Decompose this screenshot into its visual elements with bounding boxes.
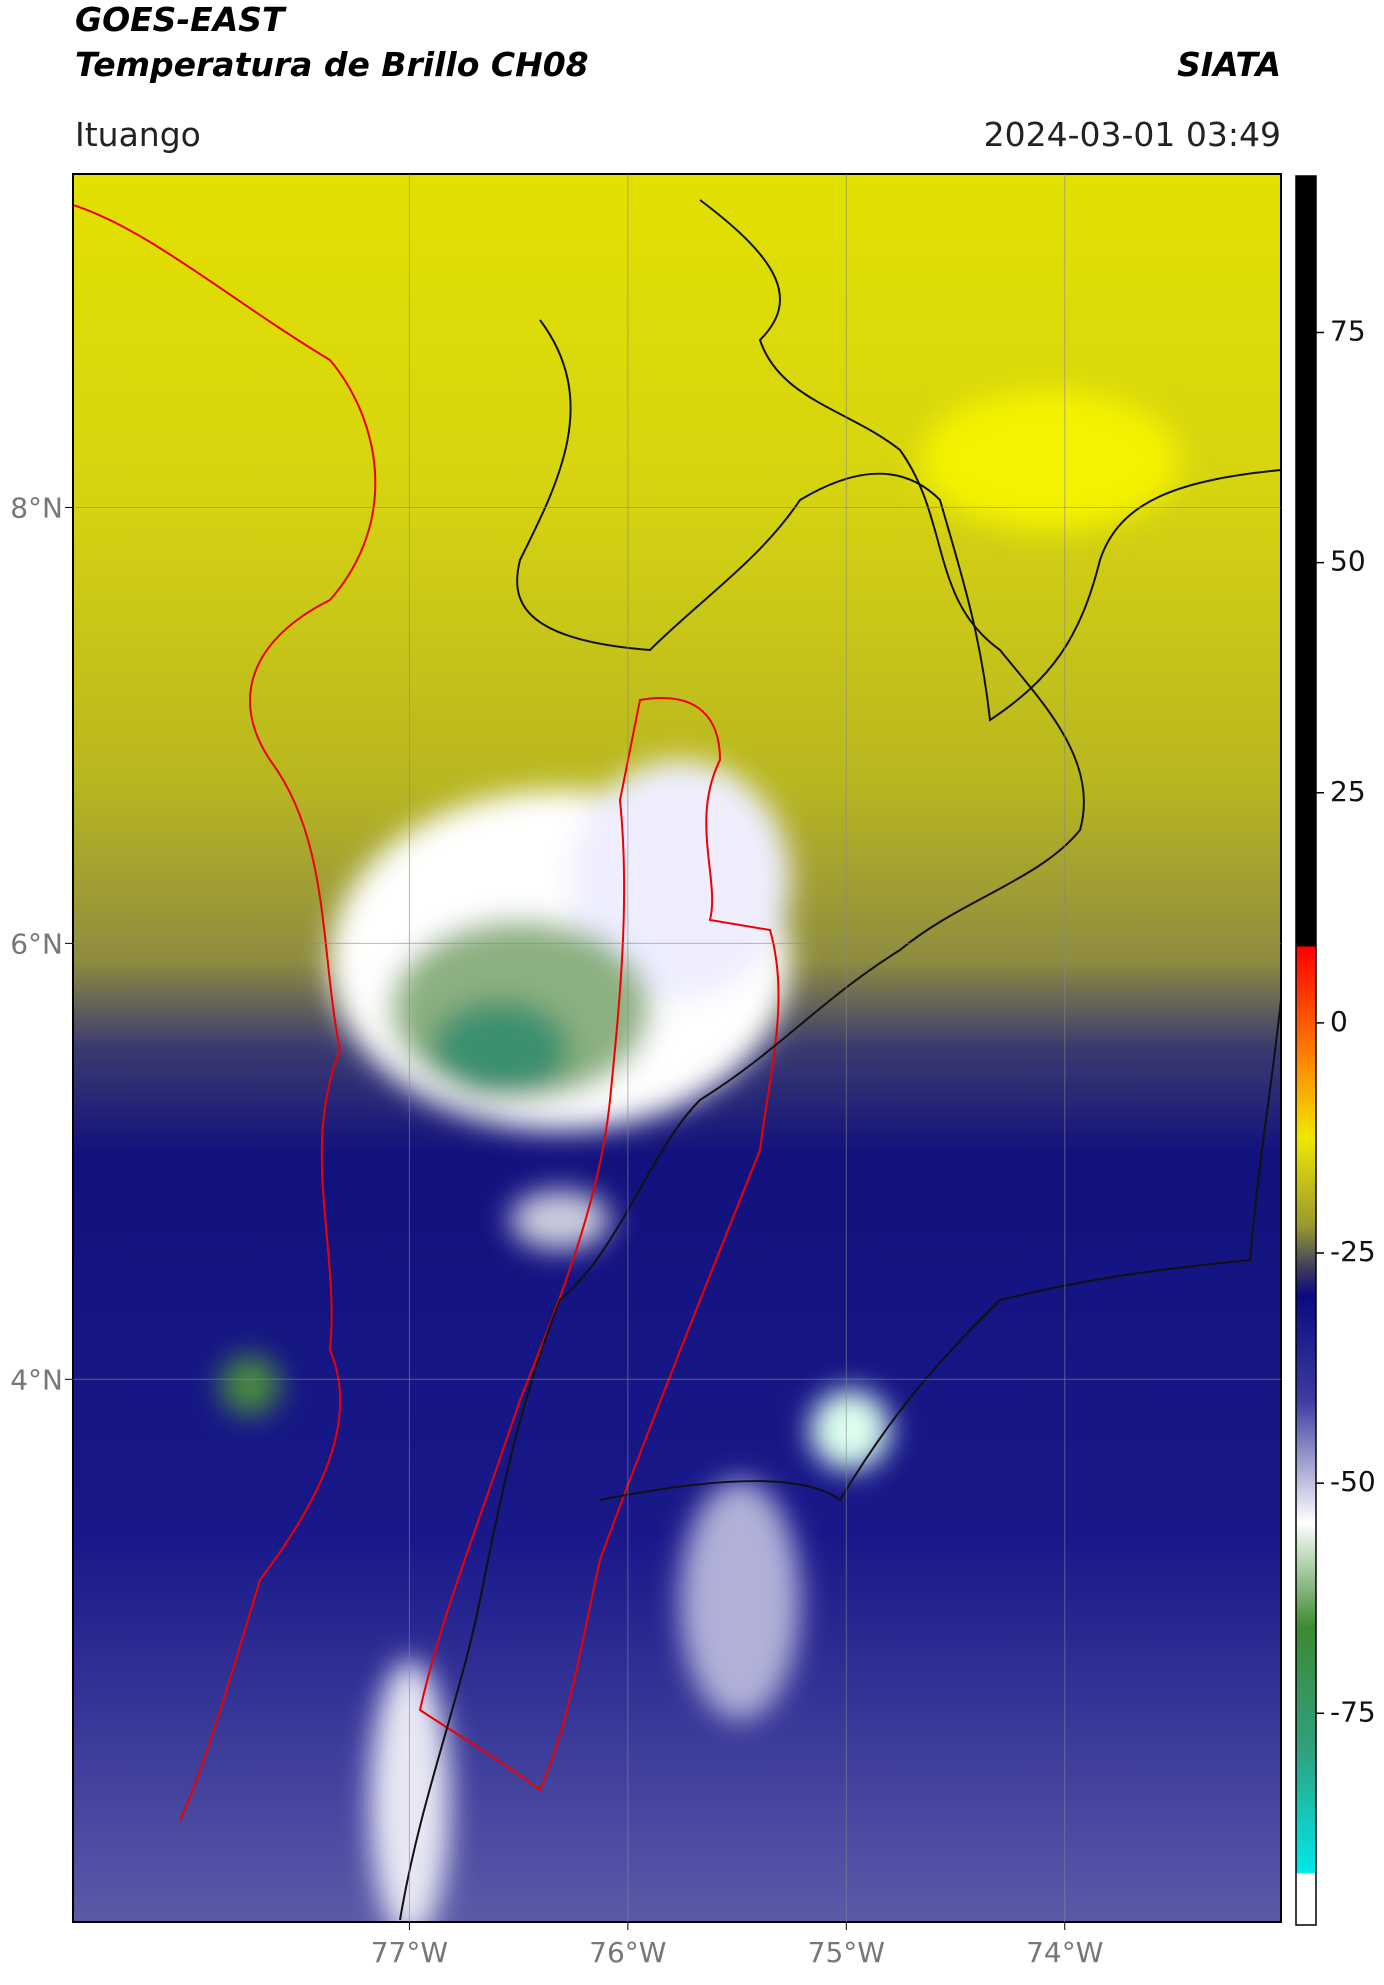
colorbar-tick-label: 75 xyxy=(1330,314,1366,347)
colorbar-tick-label: 50 xyxy=(1330,545,1366,578)
x-tick-label: 74°W xyxy=(1026,1936,1103,1969)
source: SIATA xyxy=(1177,45,1281,84)
datetime: 2024-03-01 03:49 xyxy=(984,115,1281,154)
y-tick-label: 8°N xyxy=(10,491,63,524)
subtitle: Temperatura de Brillo CH08 xyxy=(75,45,589,84)
colorbar-tick-label: -75 xyxy=(1330,1695,1376,1728)
y-tick-label: 6°N xyxy=(10,927,63,960)
colorbar-tick-label: 25 xyxy=(1330,775,1366,808)
x-tick-label: 76°W xyxy=(589,1936,666,1969)
colorbar-tick-label: -25 xyxy=(1330,1235,1376,1268)
map-frame xyxy=(72,173,1282,1923)
x-tick-label: 77°W xyxy=(371,1936,448,1969)
y-tick-label: 4°N xyxy=(10,1363,63,1396)
colorbar-tick-label: -50 xyxy=(1330,1465,1376,1498)
title: GOES-EAST xyxy=(75,0,287,39)
colorbar xyxy=(1295,175,1317,1926)
x-tick-label: 75°W xyxy=(808,1936,885,1969)
location: Ituango xyxy=(75,115,201,154)
satellite-image xyxy=(73,174,1281,1922)
colorbar-tick-label: 0 xyxy=(1330,1005,1348,1038)
